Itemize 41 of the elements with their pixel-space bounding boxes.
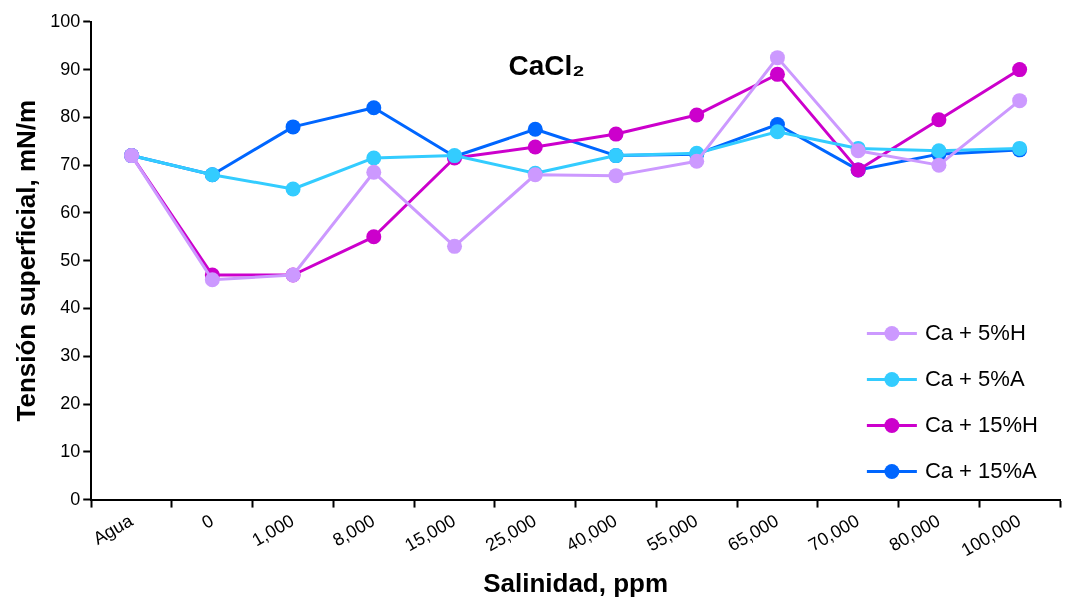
point bbox=[366, 150, 382, 166]
x-tick-label: 0 bbox=[198, 510, 217, 533]
point bbox=[608, 168, 624, 184]
y-tick-label: 70 bbox=[60, 154, 81, 175]
point bbox=[447, 238, 463, 254]
point bbox=[204, 272, 220, 288]
legend-label: Ca + 15%H bbox=[924, 411, 1039, 437]
point bbox=[285, 119, 301, 135]
point bbox=[931, 157, 947, 173]
point bbox=[689, 107, 705, 123]
y-axis-title: Tensión superficial, mN/m bbox=[10, 99, 41, 422]
point bbox=[285, 181, 301, 197]
legend-label: Ca + 5%A bbox=[924, 365, 1025, 391]
point bbox=[366, 100, 382, 116]
point bbox=[1012, 62, 1028, 78]
point bbox=[1012, 93, 1028, 109]
point bbox=[366, 229, 382, 245]
y-tick-label: 60 bbox=[60, 201, 81, 222]
point bbox=[769, 66, 785, 82]
point bbox=[689, 153, 705, 169]
point bbox=[769, 124, 785, 140]
point bbox=[366, 164, 382, 180]
y-tick-label: 30 bbox=[60, 345, 81, 366]
text: CaCl₂ bbox=[508, 49, 585, 81]
point bbox=[608, 126, 624, 142]
y-tick-label: 0 bbox=[70, 488, 81, 509]
point bbox=[527, 121, 543, 137]
x-axis-title: Salinidad, ppm bbox=[483, 567, 669, 598]
point bbox=[769, 50, 785, 66]
y-tick-label: 40 bbox=[60, 297, 81, 318]
y-tick-label: 10 bbox=[60, 440, 81, 461]
y-tick-label: 90 bbox=[60, 58, 81, 79]
y-tick-label: 50 bbox=[60, 249, 81, 270]
x-tick-label: Agua bbox=[89, 510, 137, 549]
y-tick-label: 20 bbox=[60, 392, 81, 413]
point bbox=[527, 139, 543, 155]
y-tick-label: 100 bbox=[50, 10, 81, 31]
y-tick-label: 80 bbox=[60, 106, 81, 127]
legend-label: Ca + 15%A bbox=[924, 457, 1038, 483]
point bbox=[931, 112, 947, 128]
legend-label: Ca + 5%H bbox=[924, 319, 1026, 345]
